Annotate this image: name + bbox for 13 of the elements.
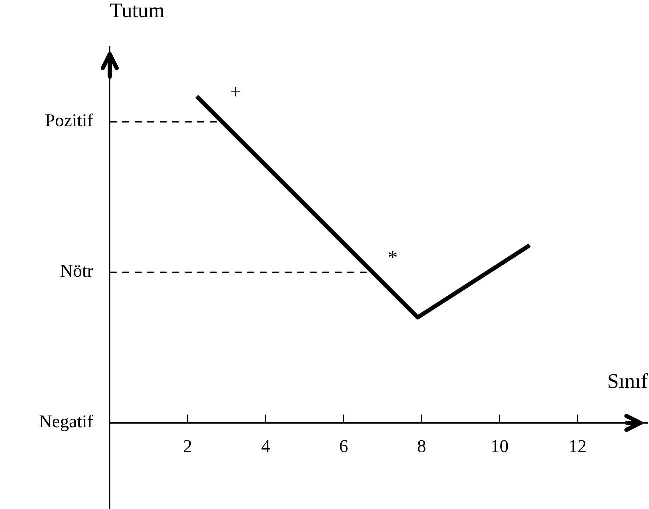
ref-line-label: Nötr [60, 265, 94, 278]
x-tick-label: 8 [418, 440, 426, 453]
x-tick-label: 6 [340, 440, 348, 453]
x-tick-label: 10 [492, 440, 508, 453]
x-axis-title: Sınıf [608, 373, 648, 388]
x-tick-label: 12 [570, 440, 586, 452]
annotation: * [389, 251, 397, 258]
x-tick-label: 2 [184, 440, 192, 452]
y-axis-title: Tutum [110, 4, 164, 18]
x-tick-label: 4 [262, 440, 270, 452]
ref-line-label: Pozitif [46, 114, 94, 127]
ref-line-label: Negatif [40, 414, 94, 432]
text: + [231, 88, 240, 97]
